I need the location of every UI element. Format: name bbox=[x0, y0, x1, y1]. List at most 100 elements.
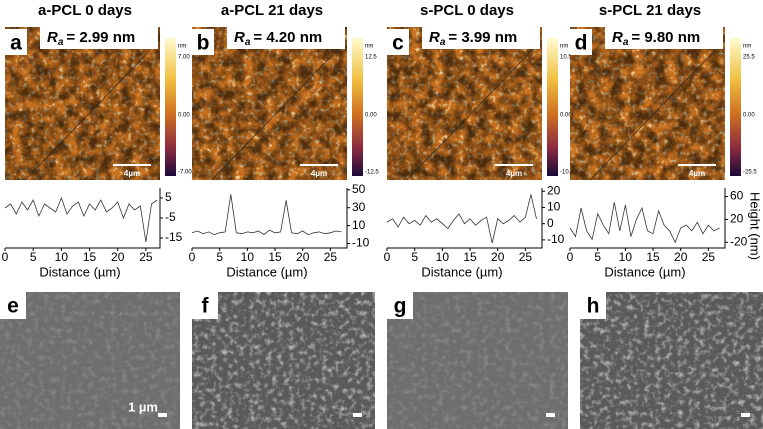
scan-line bbox=[211, 39, 348, 181]
y-tick-label: 60 bbox=[730, 189, 744, 203]
letter-box bbox=[5, 29, 27, 55]
x-tick-label: 10 bbox=[55, 250, 69, 264]
letter-box bbox=[580, 292, 606, 319]
scan-line bbox=[24, 39, 161, 181]
panel-letter: h bbox=[587, 295, 600, 318]
height-profile bbox=[191, 194, 342, 236]
colorbar-mid: 0.00 bbox=[743, 113, 755, 119]
colorbar-min: -10.5 bbox=[560, 170, 574, 176]
x-tick-label: 5 bbox=[216, 250, 223, 264]
x-tick-label: 15 bbox=[83, 250, 97, 264]
panel-letter: g bbox=[394, 295, 407, 318]
y-tick-label: 5 bbox=[165, 190, 172, 204]
colorbar-mid: 0.00 bbox=[365, 113, 377, 119]
y-tick-label: -10 bbox=[352, 236, 370, 250]
x-tick-label: 20 bbox=[111, 250, 125, 264]
panel-letter: b bbox=[197, 32, 210, 55]
sem-texture bbox=[580, 292, 763, 429]
profile-frame bbox=[5, 188, 161, 249]
colorbar-max: 10.5 bbox=[560, 55, 572, 61]
ra-subscript: a bbox=[440, 37, 446, 48]
x-axis-label: Distance (µm) bbox=[226, 264, 307, 279]
scan-line bbox=[589, 39, 726, 181]
sem-texture bbox=[192, 292, 375, 429]
panel-letter: c bbox=[392, 32, 404, 55]
x-axis-label: Distance (µm) bbox=[421, 264, 502, 279]
panel-title: s-PCL 0 days bbox=[420, 2, 514, 19]
x-tick-label: 0 bbox=[384, 250, 391, 264]
ra-value: = 9.80 nm bbox=[631, 29, 700, 46]
y-tick-label: 30 bbox=[352, 200, 366, 214]
colorbar-unit: nm bbox=[365, 44, 373, 50]
scan-line bbox=[406, 39, 543, 181]
x-tick-label: 15 bbox=[646, 250, 660, 264]
scale-bar-label: 4µm bbox=[506, 169, 522, 178]
y-tick-label: 10 bbox=[547, 200, 561, 214]
y-tick-label: -5 bbox=[165, 210, 176, 224]
colorbar-min: -25.5 bbox=[743, 170, 757, 176]
letter-box bbox=[387, 29, 409, 55]
profile-frame bbox=[192, 188, 348, 249]
scale-bar bbox=[741, 413, 750, 417]
x-tick-label: 10 bbox=[241, 250, 255, 264]
scale-bar-label: 4µm bbox=[311, 169, 327, 178]
colorbar-unit: nm bbox=[743, 44, 751, 50]
x-tick-label: 15 bbox=[268, 250, 282, 264]
afm-texture bbox=[570, 27, 725, 180]
y-tick-label: 20 bbox=[730, 212, 744, 226]
ra-symbol: R bbox=[47, 29, 58, 46]
roughness: Ra = 4.20 nm bbox=[234, 29, 322, 48]
x-tick-label: 0 bbox=[567, 250, 574, 264]
scale-bar bbox=[546, 413, 555, 417]
x-tick-label: 15 bbox=[463, 250, 477, 264]
colorbar-max: 25.5 bbox=[743, 55, 755, 61]
ra-value: = 3.99 nm bbox=[448, 29, 517, 46]
profile-frame bbox=[387, 188, 543, 249]
x-tick-label: 20 bbox=[674, 250, 688, 264]
letter-box bbox=[387, 292, 413, 319]
ra-symbol: R bbox=[234, 29, 245, 46]
roughness: Ra = 9.80 nm bbox=[612, 29, 700, 48]
y-tick-label: -15 bbox=[165, 230, 183, 244]
ra-subscript: a bbox=[245, 37, 251, 48]
x-tick-label: 25 bbox=[139, 250, 153, 264]
roughness: Ra = 2.99 nm bbox=[47, 29, 135, 48]
panel-letter: f bbox=[202, 295, 210, 318]
x-tick-label: 20 bbox=[296, 250, 310, 264]
panel-letter: a bbox=[10, 32, 22, 55]
scale-bar bbox=[353, 413, 362, 417]
colorbar bbox=[165, 38, 176, 176]
letter-box bbox=[0, 292, 26, 319]
panel-title: s-PCL 21 days bbox=[599, 2, 701, 19]
panel-title: a-PCL 21 days bbox=[221, 2, 323, 19]
colorbar-max: 12.5 bbox=[365, 55, 377, 61]
letter-box bbox=[192, 292, 218, 319]
y-tick-label: -20 bbox=[730, 234, 748, 248]
ra-subscript: a bbox=[623, 37, 629, 48]
panel-title: a-PCL 0 days bbox=[38, 2, 132, 19]
ra-box bbox=[40, 27, 158, 49]
afm-texture bbox=[5, 27, 160, 180]
x-tick-label: 5 bbox=[411, 250, 418, 264]
colorbar-max: 7.00 bbox=[178, 55, 190, 61]
x-tick-label: 20 bbox=[491, 250, 505, 264]
ra-symbol: R bbox=[429, 29, 440, 46]
colorbar bbox=[352, 38, 363, 176]
x-tick-label: 5 bbox=[594, 250, 601, 264]
x-tick-label: 0 bbox=[189, 250, 196, 264]
sem-texture bbox=[0, 292, 180, 429]
colorbar bbox=[730, 38, 741, 176]
x-tick-label: 25 bbox=[702, 250, 716, 264]
ra-box bbox=[605, 27, 723, 49]
x-axis-label: Distance (µm) bbox=[39, 264, 120, 279]
sem-texture bbox=[387, 292, 568, 429]
ra-symbol: R bbox=[612, 29, 623, 46]
colorbar-min: -7.00 bbox=[178, 170, 192, 176]
x-tick-label: 25 bbox=[519, 250, 533, 264]
scale-bar-label: 4µm bbox=[689, 169, 705, 178]
profile-frame bbox=[570, 188, 726, 249]
x-tick-label: 25 bbox=[324, 250, 338, 264]
scale-bar-label: 1 µm bbox=[128, 399, 158, 414]
afm-texture bbox=[192, 27, 347, 180]
